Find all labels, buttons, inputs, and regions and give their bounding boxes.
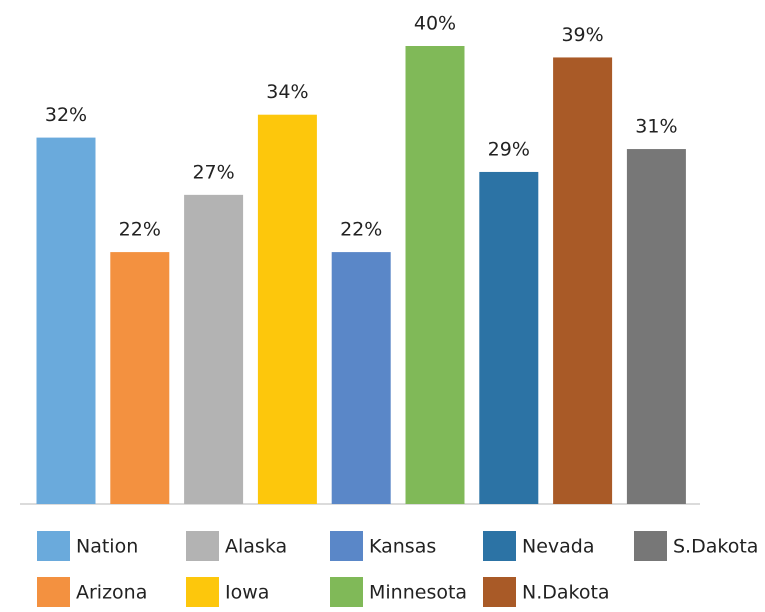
value-label: 32% — [45, 104, 87, 126]
legend-swatch — [634, 531, 667, 561]
legend-swatch — [37, 531, 70, 561]
legend-label: Nation — [76, 536, 138, 558]
value-label: 22% — [119, 219, 161, 241]
bar — [184, 194, 244, 504]
value-label: 29% — [488, 138, 530, 160]
legend-label: Kansas — [369, 536, 436, 558]
legend-swatch — [37, 577, 70, 607]
legend-swatch — [186, 531, 219, 561]
legend-label: Arizona — [76, 582, 147, 604]
bar — [331, 252, 391, 504]
legend-swatch — [186, 577, 219, 607]
legend-swatch — [483, 577, 516, 607]
legend-swatch — [483, 531, 516, 561]
value-label: 34% — [266, 81, 308, 103]
bar — [553, 57, 613, 504]
legend-label: N.Dakota — [522, 582, 610, 604]
bar — [257, 114, 317, 504]
bar — [110, 252, 170, 504]
legend-label: Minnesota — [369, 582, 467, 604]
value-label: 39% — [561, 24, 603, 46]
legend-label: Nevada — [522, 536, 595, 558]
legend-label: Iowa — [225, 582, 269, 604]
bar — [626, 149, 686, 505]
value-label: 40% — [414, 13, 456, 35]
value-label: 27% — [192, 161, 234, 183]
bar — [479, 171, 539, 504]
value-label: 22% — [340, 219, 382, 241]
bar — [36, 137, 96, 504]
legend-label: Alaska — [225, 536, 287, 558]
legend-swatch — [330, 531, 363, 561]
legend-label: S.Dakota — [673, 536, 758, 558]
legend-swatch — [330, 577, 363, 607]
value-label: 31% — [635, 116, 677, 138]
bar — [405, 46, 465, 504]
